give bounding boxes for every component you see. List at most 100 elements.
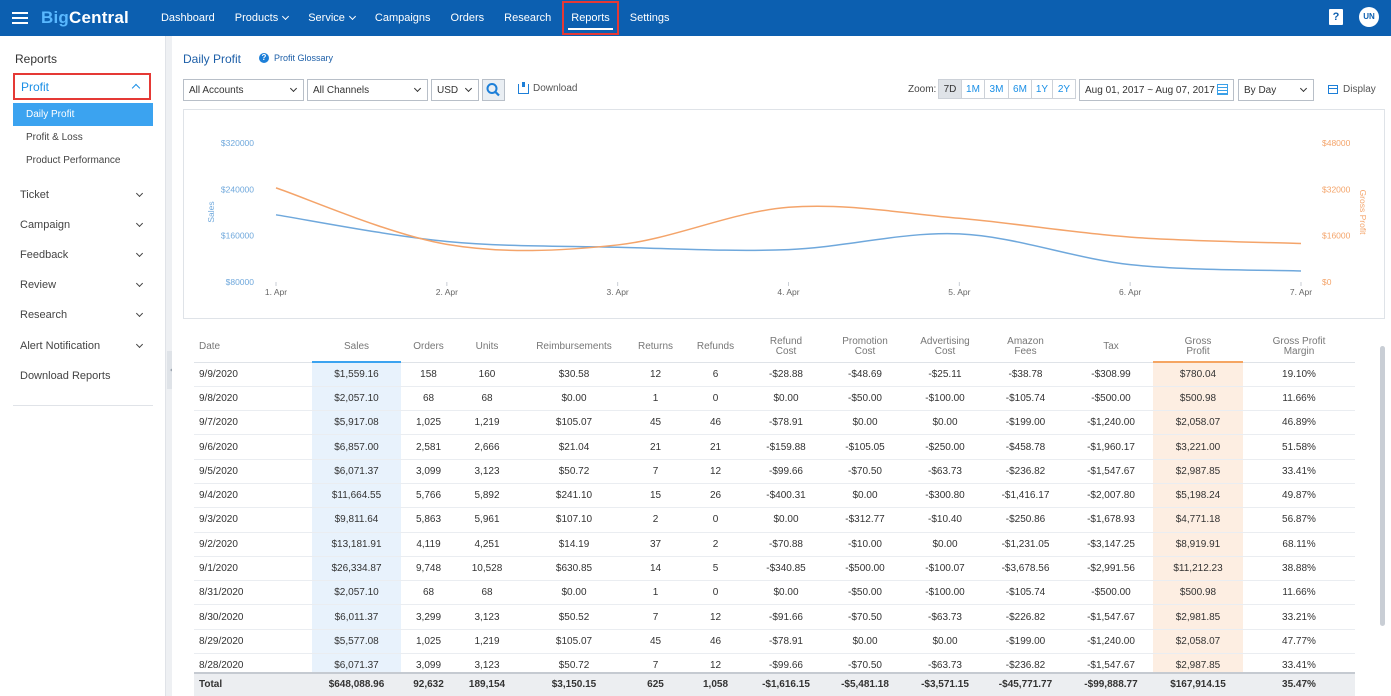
help-icon[interactable]: ?: [1329, 9, 1343, 25]
table-row[interactable]: 9/3/2020 $9,811.64 5,863 5,961 $107.10 2 0 $0.0…: [194, 507, 1355, 533]
column-header-date[interactable]: Date: [194, 332, 312, 363]
sidebar-item-alert-notification[interactable]: Alert Notification: [20, 340, 146, 352]
column-header-promotion-cost[interactable]: Promotion Cost: [822, 332, 908, 363]
granularity-select[interactable]: By Day: [1238, 79, 1314, 101]
currency-select[interactable]: USD: [431, 79, 479, 101]
zoom-7d-button[interactable]: 7D: [939, 80, 962, 98]
column-header-refund-cost[interactable]: Refund Cost: [750, 332, 822, 363]
date-range-picker[interactable]: Aug 01, 2017 ~ Aug 07, 2017: [1079, 79, 1234, 101]
table-row[interactable]: 9/1/2020 $26,334.87 9,748 10,528 $630.85 14 5-…: [194, 556, 1355, 582]
logo[interactable]: BigCentral: [41, 8, 129, 27]
table-row[interactable]: 8/29/2020 $5,577.08 1,025 1,219 $105.07 45 46-…: [194, 629, 1355, 655]
zoom-3m-button[interactable]: 3M: [985, 80, 1009, 98]
total-cell: $648,088.96: [328, 679, 385, 690]
column-header-returns[interactable]: Returns: [630, 332, 681, 363]
table-cell: 1: [630, 386, 681, 412]
table-scrollbar[interactable]: [1380, 346, 1385, 626]
table-cell: $500.98: [1153, 580, 1243, 606]
column-header-amazon-fees[interactable]: Amazon Fees: [982, 332, 1069, 363]
nav-item-label: Service: [308, 12, 345, 24]
zoom-1m-button[interactable]: 1M: [962, 80, 985, 98]
table-row[interactable]: 8/28/2020 $6,071.37 3,099 3,123 $50.72 7 12 -$9…: [194, 653, 1355, 679]
table-cell: $2,987.85: [1153, 459, 1243, 484]
y-left-tick-label: $160000: [221, 231, 254, 241]
nav-item-products[interactable]: Products: [225, 0, 298, 36]
search-button[interactable]: [482, 79, 505, 101]
profit-glossary-link[interactable]: ? Profit Glossary: [259, 53, 333, 63]
header-text: Reimbursements: [536, 340, 612, 352]
sidebar-subitem-product-performance[interactable]: Product Performance: [26, 155, 121, 166]
table-row[interactable]: 9/7/2020 $5,917.08 1,025 1,219 $105.07 45 46 -$…: [194, 410, 1355, 436]
column-header-advertising-cost[interactable]: Advertising Cost: [908, 332, 982, 363]
accounts-select[interactable]: All Accounts: [183, 79, 304, 101]
nav-item-research[interactable]: Research: [494, 0, 561, 36]
nav-item-campaigns[interactable]: Campaigns: [365, 0, 441, 36]
table-cell: $4,771.18: [1153, 507, 1243, 533]
sidebar-subitem-daily-profit[interactable]: Daily Profit: [13, 103, 153, 126]
table-row[interactable]: 9/4/2020 $11,664.55 5,766 5,892 $241.10 15 26-…: [194, 483, 1355, 509]
table-cell: 9/9/2020: [194, 362, 312, 387]
nav-item-label: Orders: [450, 12, 485, 24]
download-button[interactable]: Download: [518, 81, 577, 94]
table-row[interactable]: 8/30/2020 $6,011.37 3,299 3,123 $50.52 7 12 -$9…: [194, 604, 1355, 630]
page-title: Daily Profit: [183, 52, 242, 66]
nav-item-service[interactable]: Service: [298, 0, 365, 36]
column-header-reimbursements[interactable]: Reimbursements: [518, 332, 630, 363]
table-row[interactable]: 9/6/2020 $6,857.00 2,581 2,666 $21.04 21 21 -$1…: [194, 434, 1355, 460]
table-row[interactable]: 8/31/2020 $2,057.10 68 68 $0.00 1 0 $0.00 -$50.0…: [194, 580, 1355, 606]
table-cell: $2,981.85: [1153, 604, 1243, 630]
table-row[interactable]: 9/9/2020 $1,559.16 158 160 $30.58 12 6 -$28.88-…: [194, 362, 1355, 387]
channels-value: All Channels: [313, 84, 370, 96]
nav-item-reports[interactable]: Reports: [561, 0, 620, 36]
zoom-6m-button[interactable]: 6M: [1009, 80, 1032, 98]
column-header-orders[interactable]: Orders: [401, 332, 456, 363]
avatar[interactable]: UN: [1359, 7, 1379, 27]
column-header-tax[interactable]: Tax: [1069, 332, 1153, 363]
sidebar-item-campaign[interactable]: Campaign: [20, 219, 146, 231]
table-cell: $5,577.08: [312, 629, 401, 655]
column-header-units[interactable]: Units: [456, 332, 518, 363]
y-right-axis-title: Gross Profit: [1358, 190, 1368, 236]
table-cell: $0.00: [750, 386, 822, 412]
table-row[interactable]: 9/2/2020 $13,181.91 4,119 4,251 $14.19 37 2 -$7…: [194, 532, 1355, 557]
sidebar-item-download-reports[interactable]: Download Reports: [20, 370, 146, 382]
table-cell: -$236.82: [982, 459, 1069, 484]
nav-item-label: Dashboard: [160, 12, 215, 24]
table-cell: 10,528: [456, 556, 518, 582]
table-cell: $30.58: [518, 362, 630, 387]
x-tick-label: 7. Apr: [1290, 287, 1312, 297]
table-cell: 9/2/2020: [194, 532, 312, 557]
table-cell: 0: [681, 386, 750, 412]
sidebar-item-ticket[interactable]: Ticket: [20, 189, 146, 201]
sidebar-subitem-profit-loss[interactable]: Profit & Loss: [26, 132, 83, 143]
column-header-gross-profit-margin[interactable]: Gross Profit Margin: [1243, 332, 1355, 363]
nav-item-settings[interactable]: Settings: [620, 0, 680, 36]
zoom-1y-button[interactable]: 1Y: [1032, 80, 1053, 98]
column-header-sales[interactable]: Sales: [312, 332, 401, 363]
sidebar-item-feedback[interactable]: Feedback: [20, 249, 146, 261]
total-cell: -$99,888.77: [1084, 679, 1138, 690]
table-row[interactable]: 9/8/2020 $2,057.10 68 68 $0.00 1 0 $0.00 -$50.00…: [194, 386, 1355, 412]
zoom-2y-button[interactable]: 2Y: [1057, 83, 1071, 95]
menu-icon[interactable]: [12, 12, 28, 24]
series-line-gross-profit[interactable]: [275, 187, 1302, 252]
nav-item-orders[interactable]: Orders: [441, 0, 495, 36]
sidebar-item-profit[interactable]: Profit: [13, 73, 151, 100]
table-cell: 3,299: [401, 604, 456, 630]
series-line-sales[interactable]: [275, 214, 1302, 272]
column-header-refunds[interactable]: Refunds: [681, 332, 750, 363]
table-cell: -$1,240.00: [1069, 629, 1153, 655]
table-row[interactable]: 9/5/2020 $6,071.37 3,099 3,123 $50.72 7 12 -$99…: [194, 459, 1355, 484]
table-cell: -$2,991.56: [1069, 556, 1153, 582]
sidebar-item-review[interactable]: Review: [20, 279, 146, 291]
table-cell: 5: [681, 556, 750, 582]
table-cell: $6,071.37: [312, 459, 401, 484]
table-cell: -$100.00: [908, 386, 982, 412]
column-header-gross-profit[interactable]: Gross Profit: [1153, 332, 1243, 363]
display-button[interactable]: Display: [1328, 84, 1376, 95]
table-cell: 33.21%: [1243, 604, 1355, 630]
nav-item-dashboard[interactable]: Dashboard: [151, 0, 225, 36]
header-text: Amazon: [1007, 335, 1044, 347]
sidebar-item-research[interactable]: Research: [20, 309, 146, 321]
channels-select[interactable]: All Channels: [307, 79, 428, 101]
